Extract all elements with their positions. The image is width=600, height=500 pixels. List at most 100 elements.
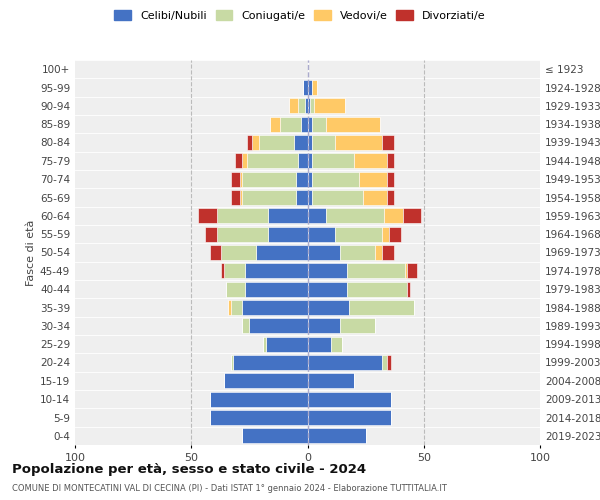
Bar: [217, 208, 268, 224]
Bar: [308, 172, 312, 186]
Bar: [224, 374, 308, 388]
Bar: [224, 264, 245, 278]
Bar: [242, 172, 296, 186]
Y-axis label: Fasce di età: Fasce di età: [26, 220, 36, 286]
Bar: [382, 355, 386, 370]
Bar: [298, 154, 308, 168]
Bar: [308, 154, 312, 168]
Bar: [245, 264, 308, 278]
Bar: [382, 135, 394, 150]
Bar: [308, 355, 382, 370]
Bar: [312, 80, 317, 95]
Bar: [340, 318, 375, 334]
Bar: [389, 226, 401, 242]
Bar: [210, 245, 221, 260]
Bar: [347, 282, 407, 296]
Bar: [335, 226, 382, 242]
Bar: [308, 392, 391, 406]
Bar: [335, 135, 382, 150]
Bar: [247, 154, 298, 168]
Bar: [403, 208, 421, 224]
Bar: [198, 208, 217, 224]
Legend: Celibi/Nubili, Coniugati/e, Vedovi/e, Divorziati/e: Celibi/Nubili, Coniugati/e, Vedovi/e, Di…: [110, 6, 490, 25]
Bar: [242, 154, 247, 168]
Bar: [314, 98, 345, 114]
Bar: [407, 264, 417, 278]
Text: COMUNE DI MONTECATINI VAL DI CECINA (PI) - Dati ISTAT 1° gennaio 2024 - Elaboraz: COMUNE DI MONTECATINI VAL DI CECINA (PI)…: [12, 484, 447, 493]
Bar: [312, 116, 326, 132]
Bar: [305, 98, 308, 114]
Bar: [326, 208, 384, 224]
Bar: [242, 190, 296, 205]
Bar: [354, 154, 386, 168]
Bar: [386, 172, 394, 186]
Bar: [308, 80, 312, 95]
Bar: [310, 98, 314, 114]
Bar: [259, 135, 293, 150]
Bar: [242, 300, 308, 315]
Bar: [308, 336, 331, 351]
Bar: [226, 282, 245, 296]
Bar: [296, 190, 308, 205]
Bar: [298, 98, 305, 114]
Bar: [349, 300, 415, 315]
Bar: [312, 190, 363, 205]
Bar: [252, 135, 259, 150]
Bar: [289, 98, 298, 114]
Bar: [268, 226, 308, 242]
Bar: [247, 135, 252, 150]
Bar: [340, 245, 375, 260]
Bar: [347, 264, 405, 278]
Bar: [312, 135, 335, 150]
Bar: [308, 318, 340, 334]
Bar: [386, 190, 394, 205]
Bar: [312, 154, 354, 168]
Bar: [221, 264, 224, 278]
Bar: [263, 336, 266, 351]
Bar: [235, 154, 242, 168]
Bar: [210, 410, 308, 425]
Bar: [308, 208, 326, 224]
Bar: [233, 355, 308, 370]
Bar: [301, 116, 308, 132]
Bar: [364, 190, 386, 205]
Bar: [308, 116, 312, 132]
Bar: [359, 172, 386, 186]
Bar: [217, 226, 268, 242]
Bar: [242, 318, 250, 334]
Bar: [242, 428, 308, 444]
Bar: [245, 282, 308, 296]
Bar: [231, 190, 240, 205]
Bar: [231, 300, 242, 315]
Bar: [386, 154, 394, 168]
Bar: [268, 208, 308, 224]
Bar: [256, 245, 308, 260]
Bar: [382, 245, 394, 260]
Bar: [386, 355, 391, 370]
Bar: [308, 226, 335, 242]
Bar: [308, 282, 347, 296]
Bar: [312, 172, 359, 186]
Bar: [280, 116, 301, 132]
Bar: [240, 190, 242, 205]
Bar: [250, 318, 308, 334]
Bar: [240, 172, 242, 186]
Bar: [221, 245, 256, 260]
Bar: [303, 80, 308, 95]
Bar: [231, 355, 233, 370]
Bar: [308, 264, 347, 278]
Bar: [308, 428, 365, 444]
Bar: [271, 116, 280, 132]
Bar: [229, 300, 231, 315]
Bar: [308, 374, 354, 388]
Bar: [308, 410, 391, 425]
Bar: [308, 135, 312, 150]
Bar: [382, 226, 389, 242]
Bar: [384, 208, 403, 224]
Bar: [293, 135, 308, 150]
Bar: [331, 336, 343, 351]
Bar: [326, 116, 380, 132]
Bar: [405, 264, 407, 278]
Bar: [296, 172, 308, 186]
Bar: [375, 245, 382, 260]
